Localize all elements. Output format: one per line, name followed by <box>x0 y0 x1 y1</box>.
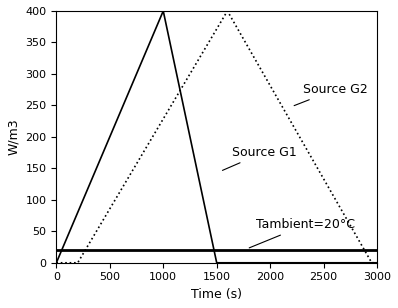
Text: Source G2: Source G2 <box>294 83 368 106</box>
Text: Source G1: Source G1 <box>222 146 297 170</box>
X-axis label: Time (s): Time (s) <box>191 288 242 301</box>
Y-axis label: W/m3: W/m3 <box>7 119 20 155</box>
Text: Tambient=20°C: Tambient=20°C <box>249 218 355 248</box>
